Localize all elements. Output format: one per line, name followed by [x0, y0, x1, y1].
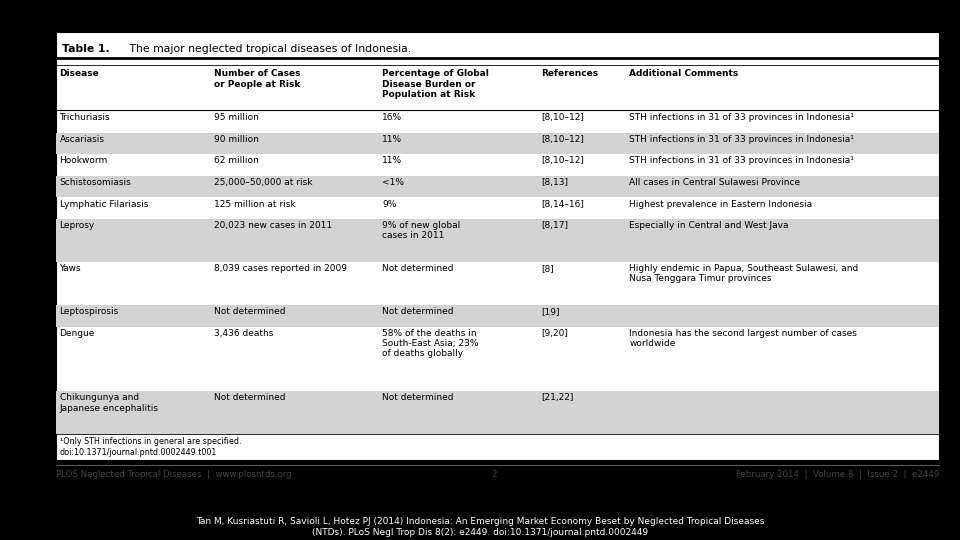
Text: <1%: <1%	[382, 178, 404, 187]
Text: The major neglected tropical diseases of Indonesia.: The major neglected tropical diseases of…	[126, 44, 411, 55]
Text: Percentage of Global
Disease Burden or
Population at Risk: Percentage of Global Disease Burden or P…	[382, 69, 489, 99]
Text: [19]: [19]	[540, 307, 560, 316]
Text: 62 million: 62 million	[214, 157, 259, 165]
Text: 3,436 deaths: 3,436 deaths	[214, 329, 274, 338]
Text: Not determined: Not determined	[382, 393, 453, 402]
Text: Dengue: Dengue	[60, 329, 95, 338]
Text: [8,17]: [8,17]	[540, 221, 568, 230]
Text: 11%: 11%	[382, 135, 402, 144]
Text: Hookworm: Hookworm	[60, 157, 108, 165]
Text: 9%: 9%	[382, 199, 396, 208]
Text: 90 million: 90 million	[214, 135, 259, 144]
Text: PLOS Neglected Tropical Diseases  |  www.plosntds.org: PLOS Neglected Tropical Diseases | www.p…	[56, 470, 291, 479]
Text: 125 million at risk: 125 million at risk	[214, 199, 296, 208]
Text: STH infections in 31 of 33 provinces in Indonesia¹: STH infections in 31 of 33 provinces in …	[629, 157, 854, 165]
Text: Not determined: Not determined	[382, 307, 453, 316]
Text: Especially in Central and West Java: Especially in Central and West Java	[629, 221, 789, 230]
Text: Lymphatic Filariasis: Lymphatic Filariasis	[60, 199, 148, 208]
Text: 58% of the deaths in
South-East Asia; 23%
of deaths globally: 58% of the deaths in South-East Asia; 23…	[382, 329, 478, 359]
Text: Indonesia has the second largest number of cases
worldwide: Indonesia has the second largest number …	[629, 329, 857, 348]
Text: STH infections in 31 of 33 provinces in Indonesia¹: STH infections in 31 of 33 provinces in …	[629, 113, 854, 123]
Text: [21,22]: [21,22]	[540, 393, 573, 402]
Text: Not determined: Not determined	[382, 264, 453, 273]
Text: Tan M, Kusriastuti R, Savioli L, Hotez PJ (2014) Indonesia: An Emerging Market E: Tan M, Kusriastuti R, Savioli L, Hotez P…	[196, 517, 764, 537]
Text: Schistosomiasis: Schistosomiasis	[60, 178, 132, 187]
Text: [8,10–12]: [8,10–12]	[540, 135, 584, 144]
Text: ¹Only STH infections in general are specified.: ¹Only STH infections in general are spec…	[60, 437, 241, 447]
Text: Leptospirosis: Leptospirosis	[60, 307, 119, 316]
Text: [9,20]: [9,20]	[540, 329, 567, 338]
Text: 25,000–50,000 at risk: 25,000–50,000 at risk	[214, 178, 313, 187]
Text: Not determined: Not determined	[214, 307, 285, 316]
Text: 95 million: 95 million	[214, 113, 259, 123]
Text: [8,13]: [8,13]	[540, 178, 568, 187]
Text: Disease: Disease	[60, 69, 99, 78]
Text: [8,10–12]: [8,10–12]	[540, 157, 584, 165]
Text: Table 1.: Table 1.	[62, 44, 110, 55]
Text: Yaws: Yaws	[60, 264, 82, 273]
Text: Additional Comments: Additional Comments	[629, 69, 738, 78]
Text: [8,14–16]: [8,14–16]	[540, 199, 584, 208]
Text: 2: 2	[492, 470, 497, 479]
Text: 8,039 cases reported in 2009: 8,039 cases reported in 2009	[214, 264, 348, 273]
Text: Highest prevalence in Eastern Indonesia: Highest prevalence in Eastern Indonesia	[629, 199, 812, 208]
Text: Chikungunya and
Japanese encephalitis: Chikungunya and Japanese encephalitis	[60, 393, 158, 413]
Text: 9% of new global
cases in 2011: 9% of new global cases in 2011	[382, 221, 460, 240]
Text: Ascariasis: Ascariasis	[60, 135, 105, 144]
Text: Leprosy: Leprosy	[60, 221, 95, 230]
Text: 16%: 16%	[382, 113, 402, 123]
Text: 20,023 new cases in 2011: 20,023 new cases in 2011	[214, 221, 332, 230]
Text: STH infections in 31 of 33 provinces in Indonesia¹: STH infections in 31 of 33 provinces in …	[629, 135, 854, 144]
Text: doi:10.1371/journal.pntd.0002449.t001: doi:10.1371/journal.pntd.0002449.t001	[60, 448, 217, 457]
Text: All cases in Central Sulawesi Province: All cases in Central Sulawesi Province	[629, 178, 801, 187]
Text: References: References	[540, 69, 598, 78]
Text: Number of Cases
or People at Risk: Number of Cases or People at Risk	[214, 69, 300, 89]
Text: Not determined: Not determined	[214, 393, 285, 402]
Text: February 2014  |  Volume 8  |  Issue 2  |  e2449: February 2014 | Volume 8 | Issue 2 | e24…	[735, 470, 939, 479]
Text: Highly endemic in Papua, Southeast Sulawesi, and
Nusa Tenggara Timur provinces: Highly endemic in Papua, Southeast Sulaw…	[629, 264, 858, 284]
Text: Trichuriasis: Trichuriasis	[60, 113, 110, 123]
Text: [8]: [8]	[540, 264, 554, 273]
Text: [8,10–12]: [8,10–12]	[540, 113, 584, 123]
Text: 11%: 11%	[382, 157, 402, 165]
